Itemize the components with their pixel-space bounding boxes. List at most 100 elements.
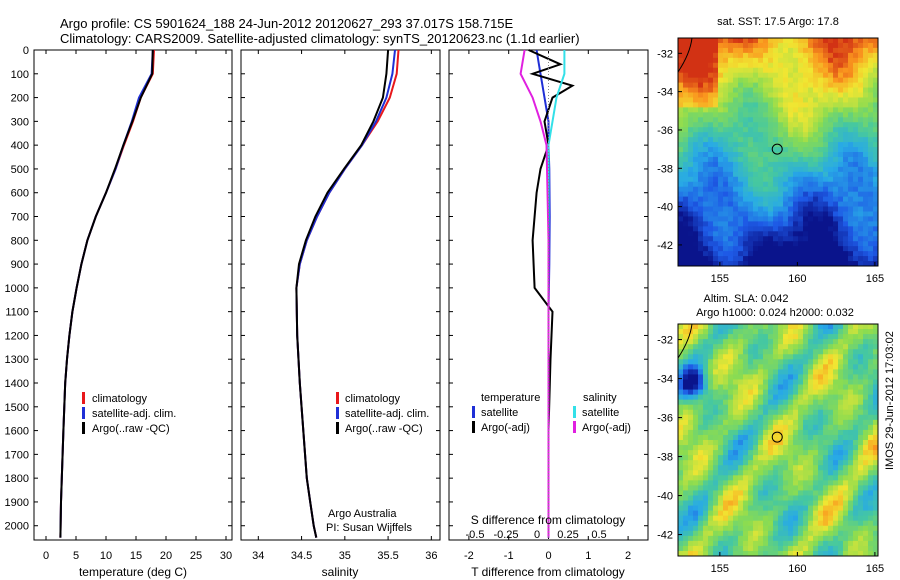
map-cell <box>738 510 744 517</box>
map-cell <box>788 485 794 492</box>
map-cell <box>803 171 809 178</box>
map-cell <box>733 47 739 54</box>
map-cell <box>803 72 809 79</box>
map-cell <box>828 465 834 471</box>
map-cell <box>678 77 684 84</box>
x-tick-label: 2 <box>625 550 631 562</box>
map-cell <box>748 47 754 54</box>
map-cell <box>858 354 864 360</box>
map-cell <box>813 181 819 188</box>
map-cell <box>703 132 709 138</box>
map-cell <box>693 445 699 451</box>
map-cell <box>758 394 764 401</box>
map-cell <box>738 434 744 441</box>
map-cell <box>853 142 859 148</box>
map-cell <box>753 251 759 257</box>
map-cell <box>838 540 844 547</box>
map-cell <box>763 166 769 173</box>
map-cell <box>678 374 684 381</box>
map-cell <box>788 394 794 401</box>
map-cell <box>818 540 824 547</box>
map-cell <box>723 102 729 108</box>
map-cell <box>823 161 829 168</box>
map-cell <box>733 495 739 502</box>
map-cell <box>723 470 729 476</box>
map-cell <box>753 236 759 242</box>
map-cell <box>833 540 839 547</box>
map-cell <box>843 42 849 49</box>
map-cell <box>708 176 714 183</box>
map-cell <box>798 171 804 178</box>
map-cell <box>868 87 874 94</box>
map-cell <box>793 455 799 461</box>
map-cell <box>813 112 819 118</box>
map-cell <box>683 251 689 257</box>
map-cell <box>773 152 779 158</box>
map-cell <box>818 470 824 476</box>
map-cell <box>823 231 829 237</box>
map-cell <box>808 540 814 547</box>
map-cell <box>778 379 784 386</box>
map-cell <box>743 424 749 431</box>
map-cell <box>753 62 759 69</box>
map-cell <box>728 399 734 406</box>
map-cell <box>728 525 734 532</box>
map-cell <box>693 137 699 143</box>
map-cell <box>713 429 719 436</box>
map-cell <box>818 206 824 213</box>
map-cell <box>768 460 774 466</box>
s-tick-label: 0 <box>534 529 540 541</box>
map-cell <box>718 67 724 74</box>
map-cell <box>753 409 759 416</box>
map-cell <box>823 38 829 44</box>
map-cell <box>743 440 749 446</box>
map-cell <box>848 495 854 502</box>
map-cell <box>728 440 734 446</box>
map-cell <box>863 440 869 446</box>
map-cell <box>693 419 699 426</box>
map-cell <box>818 87 824 94</box>
map-cell <box>703 72 709 79</box>
map-cell <box>828 419 834 426</box>
map-cell <box>723 92 729 99</box>
map-cell <box>743 550 749 556</box>
map-cell <box>868 92 874 99</box>
map-cell <box>743 181 749 188</box>
map-cell <box>788 404 794 411</box>
map-cell <box>718 112 724 118</box>
map-cell <box>753 241 759 247</box>
map-cell <box>703 500 709 507</box>
map-cell <box>743 445 749 451</box>
map-cell <box>698 520 704 527</box>
map-cell <box>678 241 684 247</box>
map-cell <box>683 42 689 49</box>
map-cell <box>858 424 864 431</box>
map-cell <box>788 112 794 118</box>
map-cell <box>833 359 839 365</box>
map-cell <box>698 545 704 552</box>
map-cell <box>848 490 854 497</box>
map-cell <box>748 82 754 89</box>
map-cell <box>843 349 849 355</box>
map-cell <box>813 82 819 89</box>
map-cell <box>713 152 719 158</box>
map-cell <box>793 374 799 381</box>
map-cell <box>793 261 799 266</box>
map-cell <box>858 450 864 456</box>
map-cell <box>728 495 734 502</box>
map-cell <box>848 515 854 522</box>
map-cell <box>713 455 719 461</box>
map-cell <box>698 445 704 451</box>
map-cell <box>863 132 869 138</box>
map-cell <box>833 389 839 396</box>
map-cell <box>823 176 829 183</box>
map-cell <box>718 535 724 542</box>
map-cell <box>873 495 878 502</box>
map-cell <box>683 142 689 148</box>
map-cell <box>813 480 819 486</box>
map-cell <box>813 241 819 247</box>
map-cell <box>838 424 844 431</box>
map-cell <box>793 137 799 143</box>
map-cell <box>738 490 744 497</box>
map-cell <box>688 226 694 232</box>
